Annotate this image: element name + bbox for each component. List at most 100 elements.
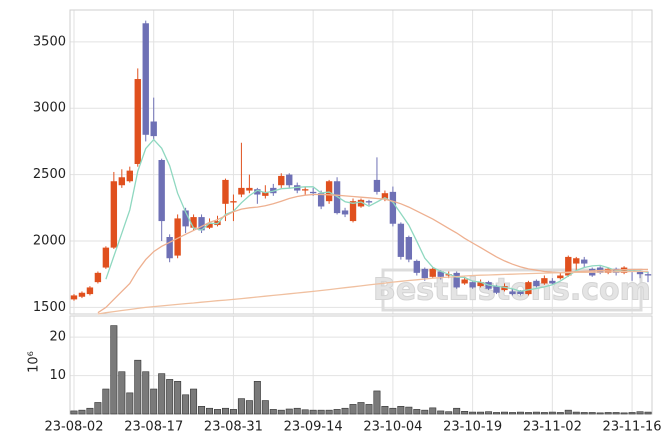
candle-body (429, 268, 436, 277)
y-tick-label: 2500 (33, 167, 66, 182)
candle-body (549, 280, 556, 284)
candle-body (373, 179, 381, 192)
volume-bar (158, 373, 166, 415)
volume-tick-label: 10 (49, 368, 66, 383)
candle-body (325, 181, 333, 202)
volume-frame (69, 315, 653, 415)
candle-body (134, 79, 141, 164)
volume-bar (445, 411, 453, 415)
volume-bar (461, 411, 469, 415)
volume-bar (301, 409, 309, 415)
candle-body (126, 170, 133, 182)
volume-bar (285, 408, 293, 415)
candle-body (158, 160, 165, 222)
volume-bar (437, 410, 445, 415)
x-tick-label: 23-11-16 (603, 420, 662, 435)
y-tick-label: 2000 (33, 233, 66, 248)
volume-bar (644, 411, 652, 415)
volume-bar (612, 412, 620, 415)
candle-body (190, 217, 197, 228)
volume-bar (596, 412, 604, 415)
candle-body (604, 268, 612, 273)
candle-body (533, 280, 540, 287)
volume-bar (102, 388, 110, 415)
candle-body (477, 282, 484, 287)
volume-bar (309, 409, 317, 415)
volume-bar (78, 409, 86, 415)
volume-bar (134, 359, 142, 415)
volume-bar (405, 406, 413, 415)
volume-bar (269, 409, 277, 415)
candle-body (365, 201, 373, 203)
volume-bar (501, 411, 508, 415)
candle-body (389, 191, 397, 224)
candle-body (309, 191, 317, 194)
volume-bar (221, 407, 229, 415)
volume-bar (206, 407, 214, 415)
volume-bar (564, 409, 572, 415)
volume-bar (580, 412, 588, 415)
volume-bar (636, 411, 644, 415)
candle-body (581, 259, 588, 264)
x-tick-label: 23-08-17 (124, 420, 183, 435)
volume-bar (381, 406, 389, 415)
candle-body (198, 217, 205, 231)
candle-body (565, 256, 572, 276)
candle-body (262, 191, 269, 196)
volume-bar (453, 407, 461, 415)
candle-body (142, 23, 149, 135)
candle-body (238, 187, 245, 195)
candle-body (70, 295, 78, 300)
x-tick-label: 23-08-31 (204, 420, 263, 435)
candle-body (78, 292, 86, 297)
candle-body (501, 286, 508, 291)
candle-body (541, 278, 548, 284)
candle-body (182, 210, 189, 227)
volume-bar (548, 411, 556, 415)
volume-tick-label: 20 (49, 330, 66, 345)
volume-bar (150, 388, 158, 415)
volume-bar (620, 412, 628, 415)
volume-bar (70, 410, 78, 415)
volume-bar (86, 407, 94, 415)
volume-bar (508, 412, 516, 415)
candle-body (254, 189, 261, 195)
volume-bar (214, 409, 221, 415)
candle-body (525, 282, 532, 295)
candle-body (509, 291, 516, 295)
candle-body (94, 272, 102, 283)
volume-bar (389, 407, 397, 415)
x-tick-label: 23-10-19 (443, 420, 502, 435)
candle-body (421, 268, 428, 279)
x-tick-label: 23-09-14 (284, 420, 343, 435)
volume-bar (493, 412, 501, 415)
candle-body (118, 177, 126, 186)
x-tick-label: 23-11-02 (523, 420, 582, 435)
candle-body (644, 274, 652, 276)
moving-average-line (97, 270, 649, 315)
volume-bar (540, 412, 548, 415)
candle-body (453, 272, 460, 288)
volume-bar (293, 407, 301, 415)
volume-bar (516, 411, 524, 415)
volume-bar (118, 371, 126, 415)
volume-bar (588, 412, 596, 415)
candle-body (166, 237, 173, 259)
volume-bar (174, 381, 182, 415)
volume-bar (245, 400, 253, 415)
candle-body (557, 275, 564, 279)
volume-bar (429, 407, 437, 415)
y-tick-label: 3000 (33, 101, 66, 116)
y-tick-label: 1500 (33, 300, 66, 315)
candle-body (230, 201, 237, 203)
candle-body (573, 258, 580, 264)
volume-bar (477, 411, 485, 415)
candle-body (517, 291, 524, 295)
candle-body (469, 282, 476, 288)
candle-body (150, 121, 157, 137)
candle-body (461, 279, 468, 284)
volume-bar (556, 412, 564, 415)
volume-bar (628, 412, 636, 415)
